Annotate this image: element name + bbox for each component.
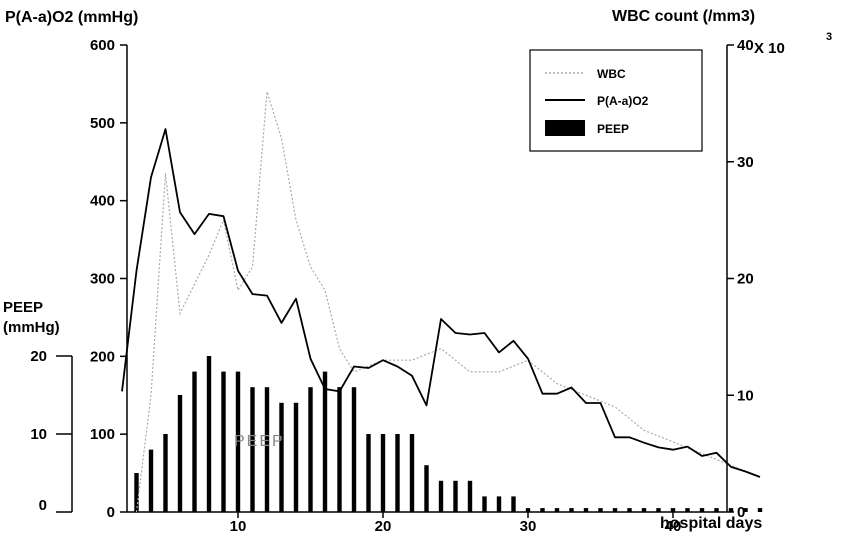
peep-bar — [757, 508, 763, 512]
peep-bar — [438, 480, 444, 512]
peep-bar — [670, 508, 676, 512]
peep-bar — [351, 387, 357, 512]
peep-bar — [235, 371, 241, 512]
legend-wbc-label: WBC — [597, 67, 626, 81]
peep-axis-tick-label: 10 — [30, 426, 47, 443]
peep-bar — [496, 496, 502, 512]
series-lines — [121, 91, 761, 513]
peep-bar — [293, 402, 299, 512]
left-axis-tick-label: 0 — [107, 504, 115, 521]
right-axis-label: WBC count (/mm3) — [612, 8, 755, 25]
peep-bar — [395, 434, 400, 512]
left-axis-tick-label: 400 — [90, 193, 115, 210]
peep-bar — [322, 371, 328, 512]
peep-bar — [409, 434, 415, 512]
peep-bar — [612, 508, 618, 512]
peep-bar — [583, 508, 589, 512]
peep-bar — [453, 480, 458, 512]
peep-bar — [380, 434, 386, 512]
peep-bar — [627, 508, 632, 512]
peep-bar — [482, 496, 487, 512]
peep-bar — [554, 508, 560, 512]
left-axis-tick-label: 200 — [90, 348, 115, 365]
legend: WBC P(A-a)O2 PEEP — [529, 49, 703, 152]
peep-bars — [134, 356, 763, 512]
peep-bar — [743, 508, 748, 512]
right-axis-tick-label: 0 — [737, 504, 745, 521]
right-axis-tick-label: 30 — [737, 154, 754, 171]
peep-bar — [337, 387, 342, 512]
legend-peep-swatch — [545, 120, 585, 136]
x-axis-tick-label: 10 — [230, 518, 247, 535]
peep-bar — [264, 387, 270, 512]
peep-bar — [134, 473, 139, 512]
left-axis-tick-label: 600 — [90, 37, 115, 54]
peep-bar — [569, 508, 574, 512]
x-axis-tick-label: 30 — [520, 518, 537, 535]
left-axis-tick-label: 100 — [90, 426, 115, 443]
peep-bar — [598, 508, 603, 512]
peep-bar — [467, 480, 473, 512]
peep-bar — [148, 449, 154, 512]
peep-bar — [192, 371, 197, 512]
peep-bar — [424, 465, 429, 512]
peep-bar — [279, 402, 284, 512]
right-axis-multiplier-exponent: 3 — [826, 31, 832, 43]
left-axis-label: P(A-a)O2 (mmHg) — [5, 9, 138, 26]
peep-bar — [308, 387, 313, 512]
peep-bar — [366, 434, 371, 512]
peep-bar — [511, 496, 516, 512]
peep-bar — [656, 508, 661, 512]
right-axis-multiplier: X 10 — [754, 40, 785, 57]
peep-bar — [525, 508, 531, 512]
x-axis-tick-label: 20 — [375, 518, 392, 535]
peep-inline-label: PEEP — [234, 433, 285, 450]
x-axis-label: hospital days — [660, 515, 762, 532]
peep-axis-label-line1: PEEP — [3, 299, 43, 316]
legend-paao2-label: P(A-a)O2 — [597, 94, 649, 108]
right-axis-tick-label: 20 — [737, 271, 754, 288]
peep-bar — [250, 387, 255, 512]
legend-peep-label: PEEP — [597, 122, 629, 136]
left-axis-tick-label: 500 — [90, 115, 115, 132]
peep-bar — [221, 371, 226, 512]
peep-axis-label-line2: (mmHg) — [3, 319, 60, 336]
paao2-series-line — [121, 128, 761, 478]
peep-bar — [728, 508, 734, 512]
peep-bar — [699, 508, 705, 512]
x-axis-tick-label: 40 — [665, 518, 682, 535]
left-axis-tick-label: 300 — [90, 271, 115, 288]
peep-axis-tick-label: 20 — [30, 348, 47, 365]
peep-bar — [206, 356, 212, 512]
peep-bar — [540, 508, 545, 512]
right-axis-tick-label: 10 — [737, 387, 754, 404]
peep-bar — [685, 508, 690, 512]
right-axis-tick-label: 40 — [737, 37, 754, 54]
peep-bar — [641, 508, 647, 512]
peep-bar — [163, 434, 168, 512]
peep-axis-tick-label: 0 — [39, 497, 47, 514]
peep-bar — [177, 395, 183, 512]
peep-bar — [714, 508, 719, 512]
